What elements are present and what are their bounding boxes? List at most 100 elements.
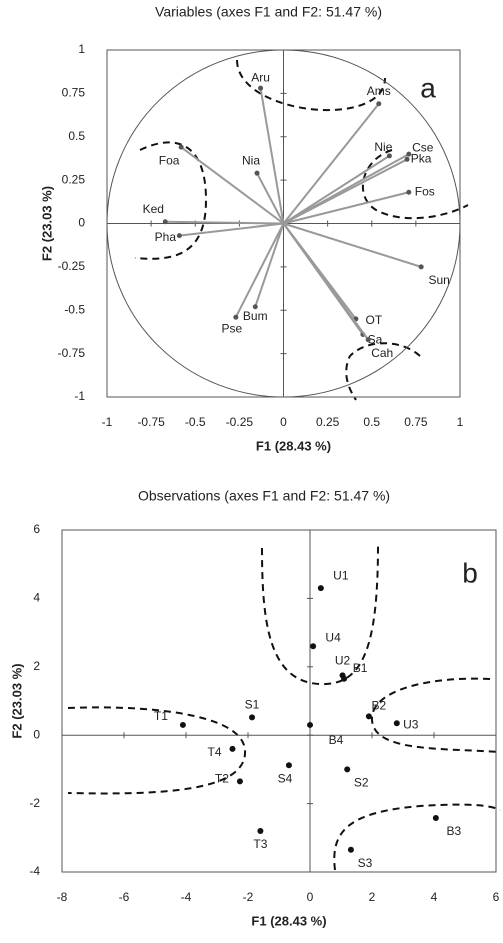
loading-vector [180, 146, 285, 225]
x-tick-label: 1 [457, 415, 464, 429]
point-label: B1 [353, 661, 368, 675]
point-label: U4 [325, 630, 341, 644]
vector-tip [376, 101, 382, 107]
panel-letter: b [462, 557, 478, 588]
cluster-outline [236, 59, 386, 112]
vector-tip [406, 189, 412, 195]
point [393, 720, 400, 727]
point [179, 721, 186, 728]
x-tick-label: 6 [493, 890, 500, 904]
loading-vector [282, 154, 390, 225]
x-tick-label: -0.5 [185, 415, 206, 429]
y-tick-label: -4 [29, 864, 40, 878]
y-tick-label: -0.75 [58, 346, 86, 360]
point [249, 714, 256, 721]
loading-vector [282, 103, 380, 225]
loading-vector [283, 158, 408, 225]
x-tick-label: -1 [102, 415, 113, 429]
correlation-circle [106, 49, 461, 398]
point [307, 721, 313, 728]
point-label: Pka [411, 151, 432, 165]
cluster-outline [134, 141, 208, 260]
point-label: S1 [245, 698, 260, 712]
loading-vector [234, 223, 285, 318]
y-tick-label: 0.25 [62, 172, 86, 186]
point-label: T2 [215, 772, 229, 786]
point-label: S4 [278, 771, 293, 785]
x-tick-label: -0.75 [137, 415, 165, 429]
point-label: U2 [335, 654, 351, 668]
loading-vector [283, 191, 410, 225]
x-tick-label: 0.25 [316, 415, 340, 429]
x-tick-label: -8 [57, 890, 68, 904]
loading-vector [179, 222, 284, 237]
x-tick-label: -0.25 [226, 415, 254, 429]
x-tick-label: -4 [181, 890, 192, 904]
vector-tip [176, 233, 182, 239]
x-tick-label: 0.5 [363, 415, 380, 429]
cluster-outline [370, 677, 501, 753]
point [257, 827, 264, 834]
vector-tip [162, 219, 168, 225]
vector-tip [418, 264, 424, 270]
point-label: T1 [154, 709, 168, 723]
chart-title: Variables (axes F1 and F2: 51.47 %) [155, 4, 382, 20]
y-tick-label: 1 [78, 42, 85, 56]
point-label: B3 [447, 824, 462, 838]
point-label: S2 [354, 776, 369, 790]
y-tick-label: 2 [33, 659, 40, 673]
point-label: T4 [207, 745, 221, 759]
point-label: Cah [371, 346, 393, 360]
point-label: Nie [374, 140, 392, 154]
loading-vector [165, 220, 284, 225]
x-axis-title: F1 (28.43 %) [251, 913, 326, 928]
cluster-outline [261, 544, 379, 686]
loading-vector [254, 223, 285, 308]
point [341, 675, 348, 682]
panel-letter: a [420, 72, 436, 103]
loading-vector [282, 222, 370, 341]
point-label: B4 [329, 733, 344, 747]
y-tick-label: 6 [33, 522, 40, 536]
x-tick-label: 0.75 [404, 415, 428, 429]
point [310, 643, 317, 650]
plot-frame [61, 529, 497, 873]
y-tick-label: -0.25 [58, 259, 86, 273]
y-axis-title: F2 (23.03 %) [9, 663, 24, 738]
point-label: T3 [253, 837, 267, 851]
point [317, 585, 324, 592]
vector-tip [406, 151, 412, 157]
point-label: OT [366, 313, 383, 327]
point-label: S3 [358, 856, 373, 870]
point-label: Pha [155, 230, 177, 244]
vector-tip [252, 304, 258, 310]
y-tick-label: -2 [29, 796, 40, 810]
x-axis-title: F1 (28.43 %) [256, 438, 331, 453]
cluster-outline [333, 803, 501, 871]
x-tick-label: 2 [369, 890, 376, 904]
vector-tip [258, 85, 264, 91]
point-label: Pse [222, 321, 243, 335]
point-label: B2 [372, 699, 387, 713]
y-tick-label: 0.5 [68, 129, 85, 143]
point-label: Ked [143, 202, 164, 216]
point-label: Fos [415, 184, 435, 198]
y-tick-label: 0.75 [62, 86, 86, 100]
x-tick-label: 4 [431, 890, 438, 904]
loading-vector [283, 222, 422, 268]
vector-tip [233, 314, 239, 320]
point-label: Sa [368, 333, 383, 347]
point-label: Cse [412, 140, 434, 154]
vector-tip [404, 156, 410, 162]
point-label: U3 [403, 717, 419, 731]
loading-vector [256, 172, 285, 224]
point [432, 814, 439, 821]
x-tick-label: -6 [119, 890, 130, 904]
y-tick-label: -0.5 [64, 302, 85, 316]
point [365, 713, 372, 720]
vector-tip [178, 144, 184, 150]
x-tick-label: -2 [243, 890, 254, 904]
y-tick-label: 0 [78, 216, 85, 230]
chart-title: Observations (axes F1 and F2: 51.47 %) [138, 488, 390, 504]
